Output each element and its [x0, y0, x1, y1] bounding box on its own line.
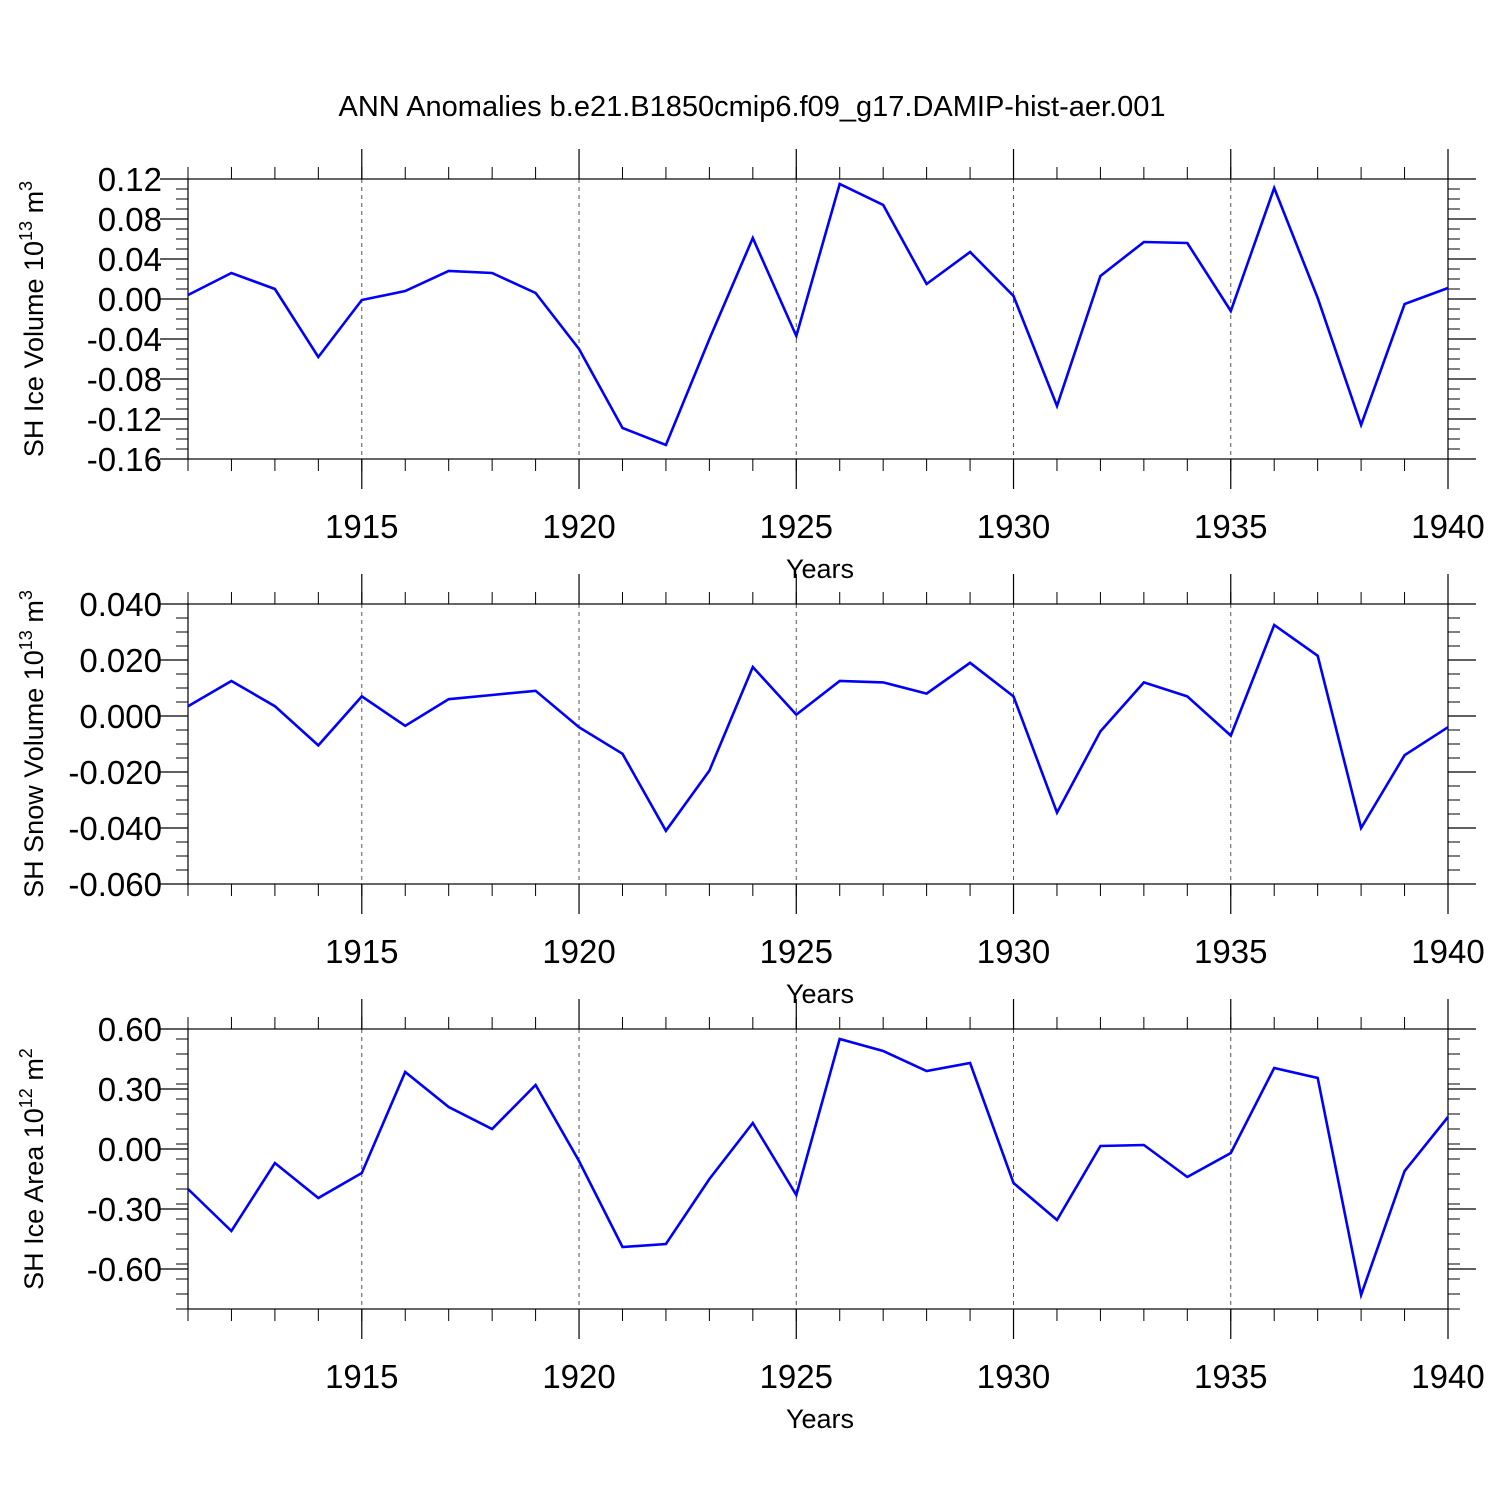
series-line — [187, 1037, 1450, 1300]
y-axis-label-exponent: 3 — [16, 181, 36, 191]
panel-3: 1915 1920 1925 1930 1935 1940 -0.60 -0.30 0.00 0.… — [16, 999, 1485, 1434]
x-tick-label: 1920 — [542, 1358, 615, 1395]
x-axis-label: Years — [786, 1404, 854, 1434]
y-tick-label: -0.08 — [87, 361, 162, 398]
y-tick-label: 0.00 — [98, 281, 162, 318]
plot-frame — [187, 603, 1449, 885]
y-tick-label: -0.60 — [87, 1251, 162, 1288]
y-tick-label: 0.60 — [98, 1011, 162, 1048]
y-tick-label: 0.00 — [98, 1131, 162, 1168]
figure-title: ANN Anomalies b.e21.B1850cmip6.f09_g17.D… — [339, 91, 1166, 123]
x-tick-label: 1925 — [760, 933, 833, 970]
x-tick-label: 1915 — [325, 1358, 398, 1395]
y-axis-label-text: SH Snow Volume 10 — [19, 650, 49, 898]
x-axis-label: Years — [786, 979, 854, 1009]
y-axis-label-text: SH Ice Volume 10 — [19, 241, 49, 457]
y-axis-label: SH Snow Volume 1013 m3 — [16, 590, 49, 898]
x-tick-label: 1930 — [977, 933, 1050, 970]
y-tick-label: -0.04 — [87, 321, 162, 358]
x-tick-label: 1935 — [1194, 933, 1267, 970]
plot-frame — [187, 178, 1449, 460]
y-tick-label: 0.30 — [98, 1071, 162, 1108]
x-tick-label: 1925 — [760, 508, 833, 545]
y-axis-label-text: SH Ice Area 10 — [19, 1108, 49, 1290]
y-tick-label: 0.04 — [98, 241, 162, 278]
x-tick-label: 1940 — [1411, 1358, 1484, 1395]
y-tick-label: -0.16 — [87, 441, 162, 478]
series-line — [187, 182, 1449, 447]
series-line — [187, 622, 1449, 834]
y-axis-label-exponent: 2 — [16, 1048, 36, 1058]
y-tick-label: 0.040 — [79, 586, 162, 623]
panel-2: 1915 1920 1925 1930 1935 1940 -0.060 -0.040 -0.0… — [16, 574, 1485, 1009]
x-tick-label: 1930 — [977, 1358, 1050, 1395]
y-tick-label: 0.08 — [98, 201, 162, 238]
y-axis-label-text: m — [19, 191, 49, 221]
y-axis-label-text: m — [19, 600, 49, 630]
x-tick-label: 1940 — [1411, 508, 1484, 545]
y-tick-label: 0.020 — [79, 642, 162, 679]
y-tick-label: 0.12 — [98, 161, 162, 198]
x-tick-label: 1920 — [542, 933, 615, 970]
y-tick-label: -0.060 — [68, 866, 162, 903]
panel-1: 1915 1920 1925 1930 1935 1940 -0.16-0.12-0.08-… — [16, 149, 1485, 584]
x-axis-label: Years — [786, 554, 854, 584]
y-axis-label-text: m — [19, 1058, 49, 1088]
x-tick-label: 1930 — [977, 508, 1050, 545]
x-tick-label: 1935 — [1194, 508, 1267, 545]
y-tick-label: -0.020 — [68, 754, 162, 791]
y-tick-label: -0.12 — [87, 401, 162, 438]
y-axis-label-exponent: 13 — [16, 221, 36, 241]
y-axis-label-exponent: 12 — [16, 1088, 36, 1108]
x-tick-label: 1940 — [1411, 933, 1484, 970]
y-axis-label: SH Ice Area 1012 m2 — [16, 1048, 49, 1290]
x-tick-label: 1915 — [325, 933, 398, 970]
y-tick-label: -0.30 — [87, 1191, 162, 1228]
y-tick-label: 0.000 — [79, 698, 162, 735]
x-tick-label: 1935 — [1194, 1358, 1267, 1395]
y-axis-label-exponent: 3 — [16, 590, 36, 600]
x-tick-label: 1925 — [760, 1358, 833, 1395]
x-tick-label: 1915 — [325, 508, 398, 545]
y-axis-label: SH Ice Volume 1013 m3 — [16, 181, 49, 457]
y-tick-label: -0.040 — [68, 810, 162, 847]
y-axis-label-exponent: 13 — [16, 630, 36, 650]
plot-frame — [187, 1028, 1449, 1310]
x-tick-label: 1920 — [542, 508, 615, 545]
